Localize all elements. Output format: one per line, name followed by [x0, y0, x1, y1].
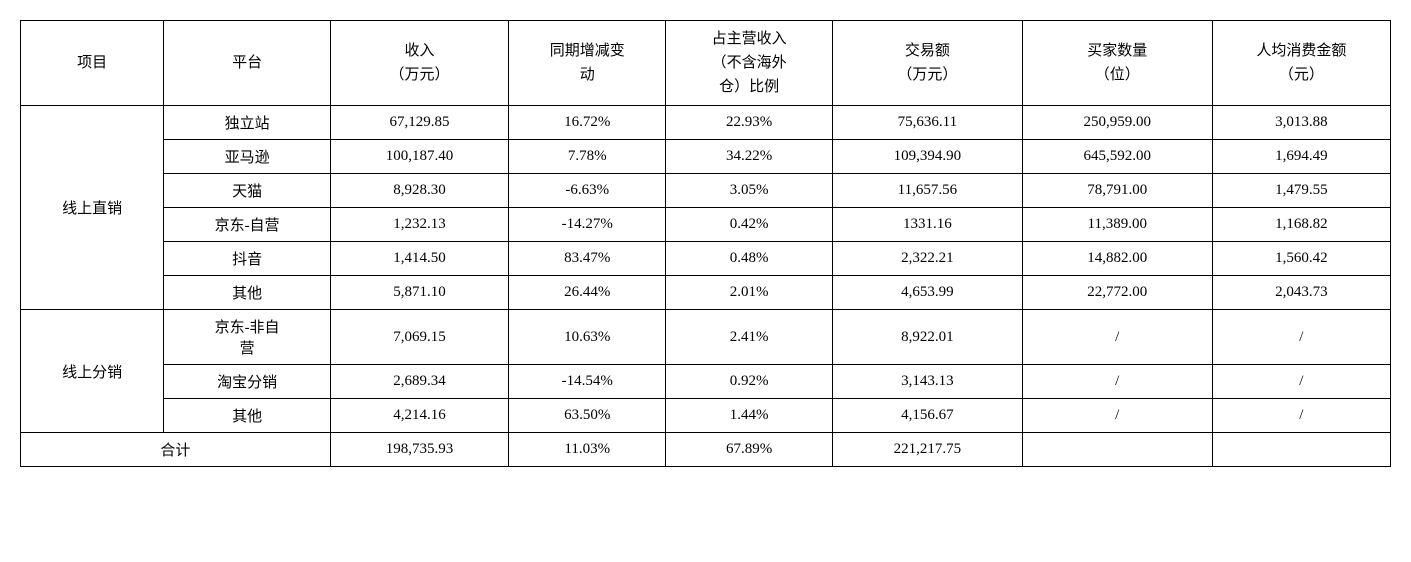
yoy-cell: -14.27% [509, 208, 666, 242]
total-buyers-cell [1022, 433, 1212, 467]
buyers-cell: / [1022, 365, 1212, 399]
revenue-cell: 1,232.13 [330, 208, 508, 242]
table-row: 天猫 8,928.30 -6.63% 3.05% 11,657.56 78,79… [21, 174, 1391, 208]
buyers-cell: 11,389.00 [1022, 208, 1212, 242]
avg-cell: 1,694.49 [1212, 140, 1390, 174]
table-row: 亚马逊 100,187.40 7.78% 34.22% 109,394.90 6… [21, 140, 1391, 174]
table-row: 线上分销 京东-非自营 7,069.15 10.63% 2.41% 8,922.… [21, 310, 1391, 365]
txn-cell: 1331.16 [832, 208, 1022, 242]
txn-cell: 4,156.67 [832, 399, 1022, 433]
total-avg-cell [1212, 433, 1390, 467]
project-cell-distrib: 线上分销 [21, 310, 164, 433]
yoy-cell: -14.54% [509, 365, 666, 399]
platform-cell: 京东-自营 [164, 208, 331, 242]
col-header-txn: 交易额（万元） [832, 21, 1022, 106]
ratio-cell: 0.92% [666, 365, 833, 399]
avg-cell: / [1212, 399, 1390, 433]
project-cell-direct: 线上直销 [21, 106, 164, 310]
avg-cell: 3,013.88 [1212, 106, 1390, 140]
txn-cell: 8,922.01 [832, 310, 1022, 365]
buyers-cell: 250,959.00 [1022, 106, 1212, 140]
ratio-cell: 34.22% [666, 140, 833, 174]
table-row: 京东-自营 1,232.13 -14.27% 0.42% 1331.16 11,… [21, 208, 1391, 242]
yoy-cell: 83.47% [509, 242, 666, 276]
txn-cell: 4,653.99 [832, 276, 1022, 310]
table-row: 线上直销 独立站 67,129.85 16.72% 22.93% 75,636.… [21, 106, 1391, 140]
revenue-cell: 4,214.16 [330, 399, 508, 433]
table-row: 其他 5,871.10 26.44% 2.01% 4,653.99 22,772… [21, 276, 1391, 310]
avg-cell: 1,560.42 [1212, 242, 1390, 276]
buyers-cell: 14,882.00 [1022, 242, 1212, 276]
table-row: 其他 4,214.16 63.50% 1.44% 4,156.67 / / [21, 399, 1391, 433]
buyers-cell: / [1022, 399, 1212, 433]
ratio-cell: 2.41% [666, 310, 833, 365]
ratio-cell: 3.05% [666, 174, 833, 208]
avg-cell: 1,168.82 [1212, 208, 1390, 242]
col-header-ratio: 占主营收入（不含海外仓）比例 [666, 21, 833, 106]
total-txn-cell: 221,217.75 [832, 433, 1022, 467]
col-header-yoy: 同期增减变动 [509, 21, 666, 106]
buyers-cell: 645,592.00 [1022, 140, 1212, 174]
col-header-project: 项目 [21, 21, 164, 106]
total-revenue-cell: 198,735.93 [330, 433, 508, 467]
platform-cell: 抖音 [164, 242, 331, 276]
avg-cell: / [1212, 310, 1390, 365]
header-row: 项目 平台 收入（万元） 同期增减变动 占主营收入（不含海外仓）比例 交易额（万… [21, 21, 1391, 106]
ratio-cell: 2.01% [666, 276, 833, 310]
txn-cell: 3,143.13 [832, 365, 1022, 399]
total-row: 合计 198,735.93 11.03% 67.89% 221,217.75 [21, 433, 1391, 467]
revenue-cell: 2,689.34 [330, 365, 508, 399]
platform-cell: 独立站 [164, 106, 331, 140]
ratio-cell: 22.93% [666, 106, 833, 140]
ratio-cell: 0.42% [666, 208, 833, 242]
revenue-cell: 100,187.40 [330, 140, 508, 174]
col-header-avg-spend: 人均消费金额（元） [1212, 21, 1390, 106]
yoy-cell: 63.50% [509, 399, 666, 433]
platform-cell: 京东-非自营 [164, 310, 331, 365]
total-yoy-cell: 11.03% [509, 433, 666, 467]
avg-cell: / [1212, 365, 1390, 399]
total-ratio-cell: 67.89% [666, 433, 833, 467]
platform-cell: 天猫 [164, 174, 331, 208]
col-header-revenue: 收入（万元） [330, 21, 508, 106]
sales-table: 项目 平台 收入（万元） 同期增减变动 占主营收入（不含海外仓）比例 交易额（万… [20, 20, 1391, 467]
platform-cell: 其他 [164, 276, 331, 310]
yoy-cell: 26.44% [509, 276, 666, 310]
txn-cell: 75,636.11 [832, 106, 1022, 140]
ratio-cell: 0.48% [666, 242, 833, 276]
txn-cell: 11,657.56 [832, 174, 1022, 208]
col-header-platform: 平台 [164, 21, 331, 106]
ratio-cell: 1.44% [666, 399, 833, 433]
table-row: 淘宝分销 2,689.34 -14.54% 0.92% 3,143.13 / / [21, 365, 1391, 399]
txn-cell: 2,322.21 [832, 242, 1022, 276]
platform-cell: 其他 [164, 399, 331, 433]
yoy-cell: 10.63% [509, 310, 666, 365]
revenue-cell: 67,129.85 [330, 106, 508, 140]
buyers-cell: 22,772.00 [1022, 276, 1212, 310]
yoy-cell: 16.72% [509, 106, 666, 140]
revenue-cell: 7,069.15 [330, 310, 508, 365]
txn-cell: 109,394.90 [832, 140, 1022, 174]
yoy-cell: -6.63% [509, 174, 666, 208]
buyers-cell: / [1022, 310, 1212, 365]
platform-cell: 淘宝分销 [164, 365, 331, 399]
avg-cell: 1,479.55 [1212, 174, 1390, 208]
total-label-cell: 合计 [21, 433, 331, 467]
col-header-buyers: 买家数量（位） [1022, 21, 1212, 106]
platform-cell: 亚马逊 [164, 140, 331, 174]
table-row: 抖音 1,414.50 83.47% 0.48% 2,322.21 14,882… [21, 242, 1391, 276]
buyers-cell: 78,791.00 [1022, 174, 1212, 208]
revenue-cell: 5,871.10 [330, 276, 508, 310]
revenue-cell: 1,414.50 [330, 242, 508, 276]
revenue-cell: 8,928.30 [330, 174, 508, 208]
avg-cell: 2,043.73 [1212, 276, 1390, 310]
yoy-cell: 7.78% [509, 140, 666, 174]
